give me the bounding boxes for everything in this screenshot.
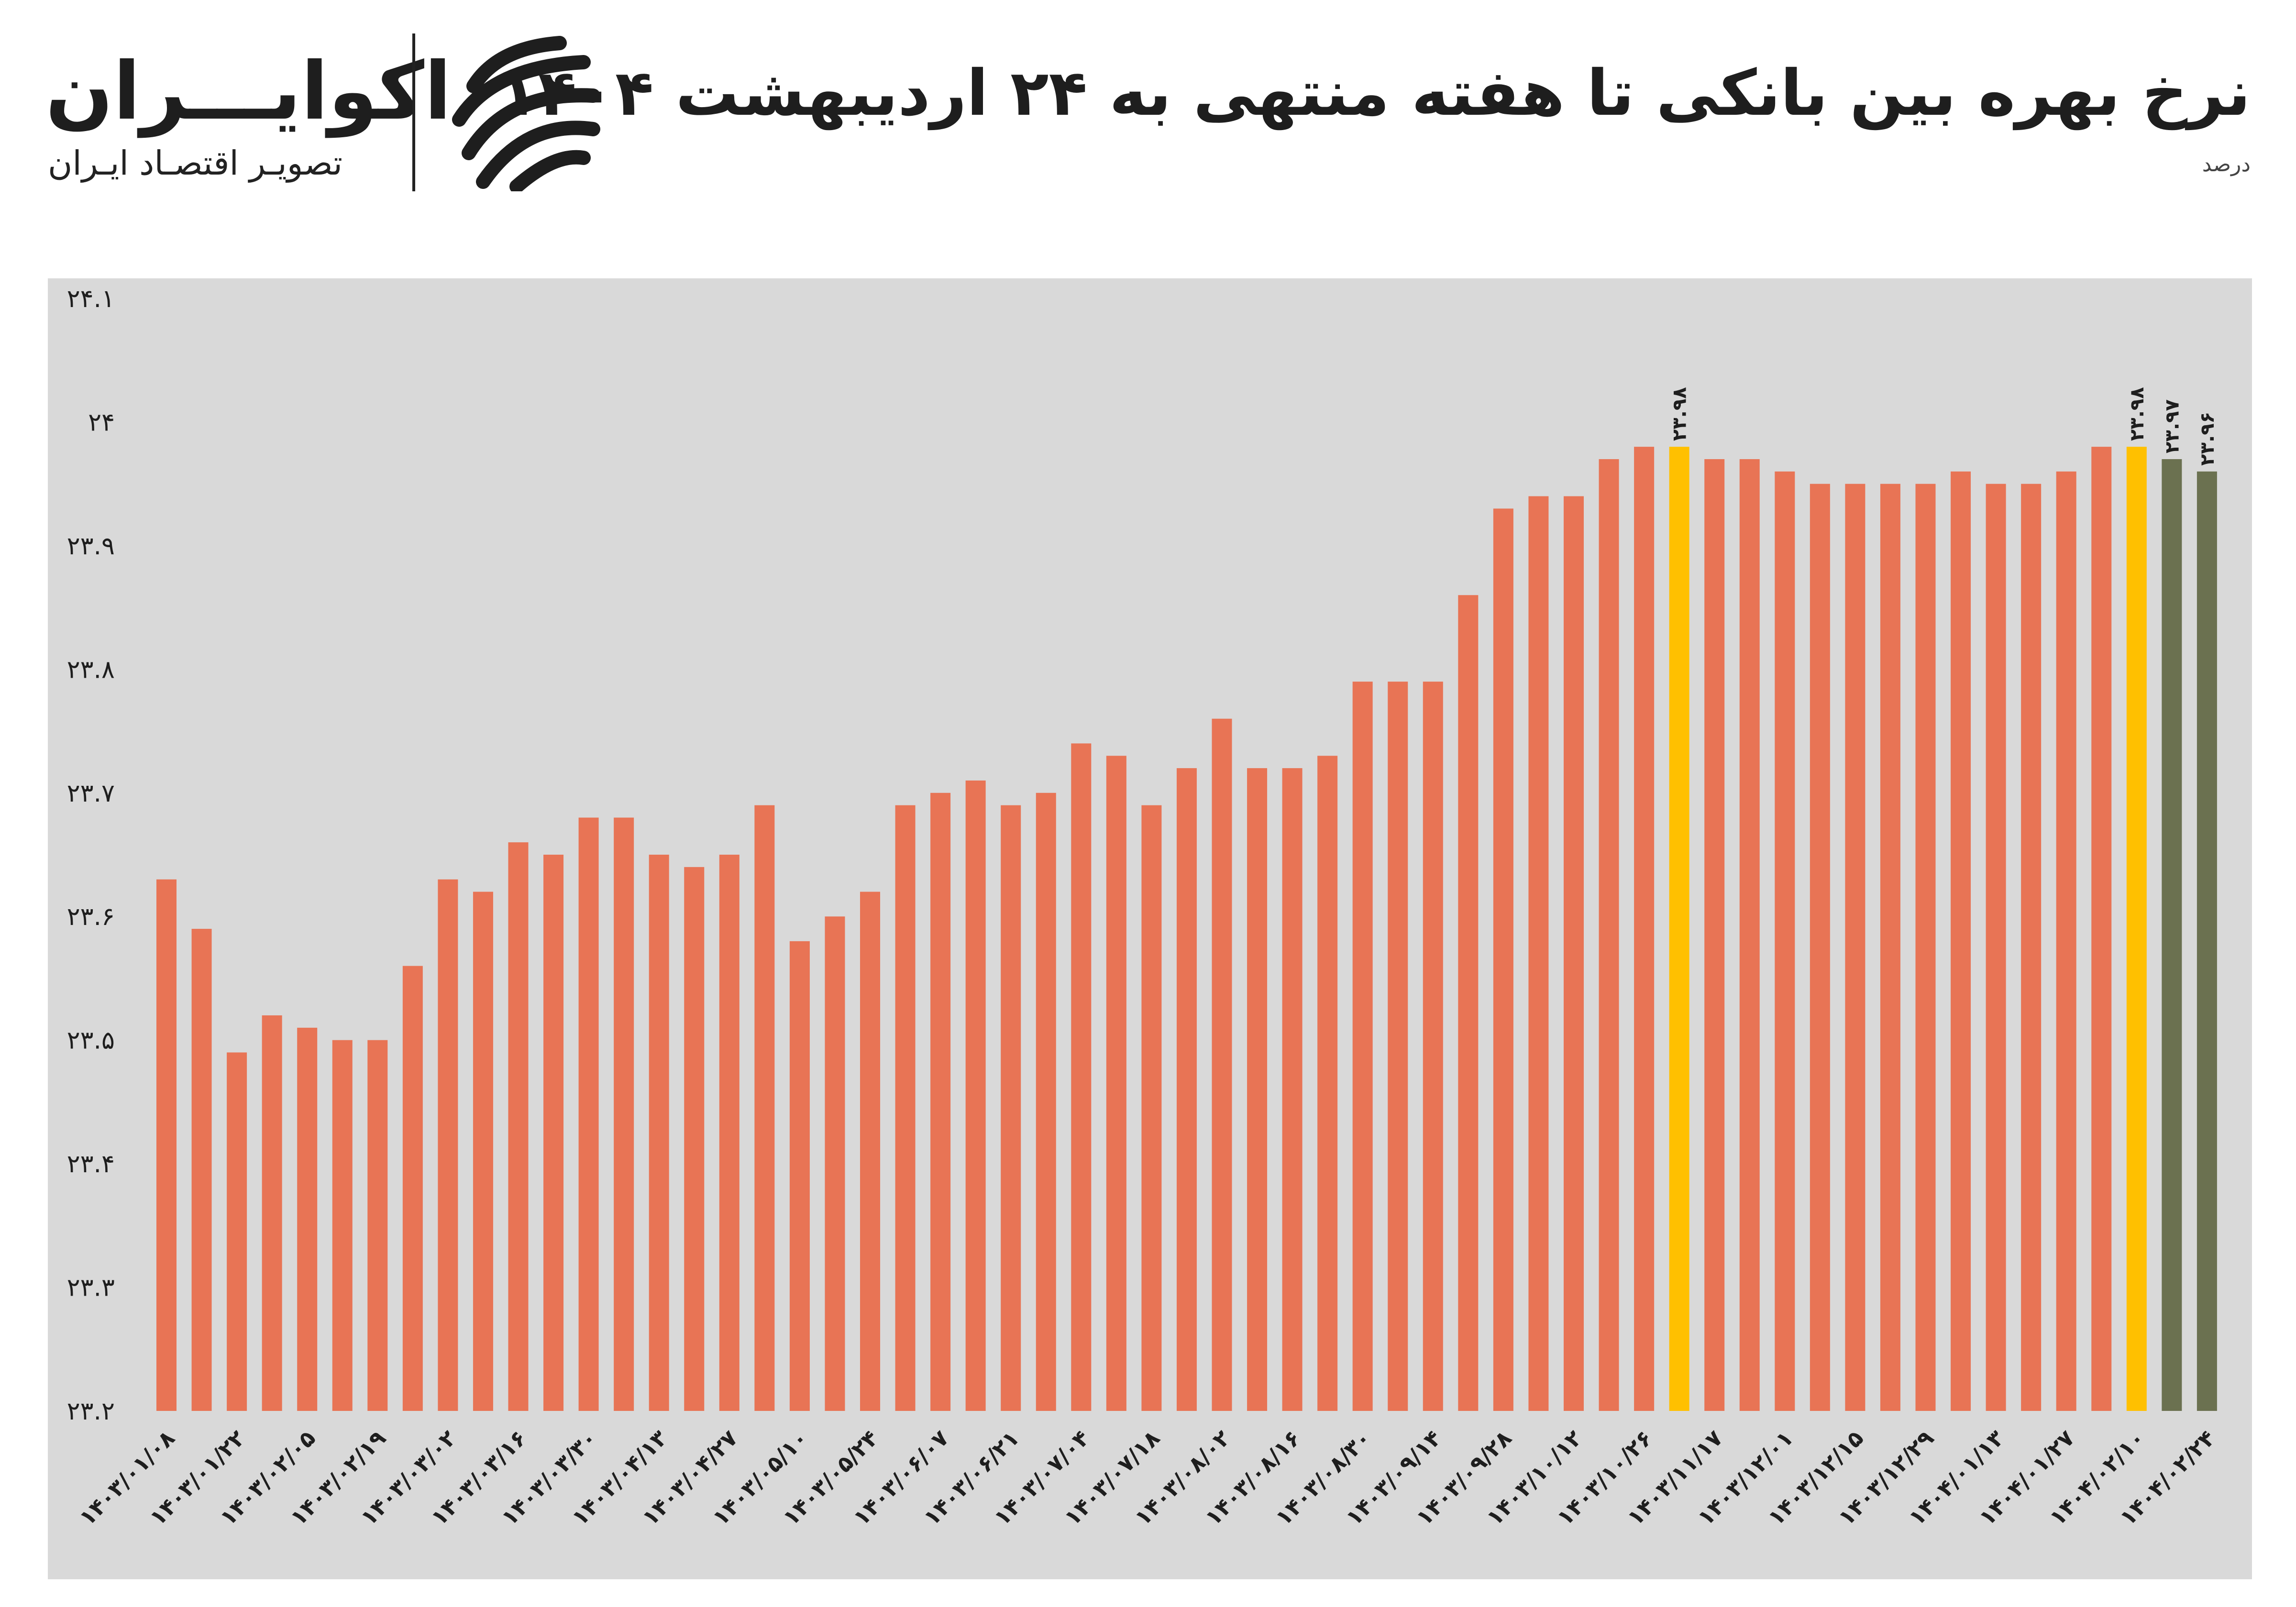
bar (227, 1052, 247, 1411)
bar (2126, 447, 2147, 1411)
bar (2091, 447, 2112, 1411)
bar (789, 941, 810, 1411)
y-tick-label: ۲۳.۳ (67, 1274, 115, 1302)
bar (1528, 496, 1549, 1411)
bar (1141, 805, 1162, 1411)
bar (1317, 756, 1338, 1411)
bar (1810, 484, 1830, 1411)
bar (2021, 484, 2042, 1411)
bar (297, 1027, 318, 1411)
bar (191, 929, 212, 1411)
bar (1106, 756, 1126, 1411)
bar (860, 892, 880, 1411)
bar (367, 1040, 388, 1411)
bar (1282, 768, 1303, 1411)
bar (1951, 471, 1971, 1411)
data-label: ۲۳.۹۶ (2197, 412, 2219, 466)
bar (1071, 743, 1092, 1411)
brand-name: اکوایـــران (45, 45, 452, 138)
bar (1915, 484, 1936, 1411)
y-tick-label: ۲۴ (88, 408, 115, 437)
bar (402, 966, 423, 1411)
y-tick-label: ۲۳.۵ (67, 1026, 115, 1055)
bar (2197, 471, 2217, 1411)
bar (1423, 682, 1443, 1411)
bar (2162, 459, 2182, 1411)
bar (1352, 682, 1373, 1411)
logo-divider (412, 33, 415, 191)
bar (1634, 447, 1655, 1411)
bar (438, 879, 458, 1411)
bar (1036, 792, 1056, 1411)
bar (895, 805, 916, 1411)
bar (262, 1015, 282, 1411)
bar (332, 1040, 353, 1411)
bar (1704, 459, 1725, 1411)
bar (1564, 496, 1584, 1411)
ecoiran-stripes-icon (452, 36, 600, 191)
bar (649, 855, 669, 1411)
bar (1880, 484, 1900, 1411)
bar (1176, 768, 1197, 1411)
bar (754, 805, 775, 1411)
y-tick-label: ۲۳.۶ (67, 903, 115, 931)
bar (1775, 471, 1795, 1411)
y-tick-label: ۲۳.۸ (67, 655, 115, 684)
bar (1458, 595, 1479, 1411)
bar (825, 916, 845, 1411)
bar (965, 780, 986, 1411)
bar (684, 867, 705, 1411)
data-label: ۲۳.۹۸ (2126, 387, 2148, 441)
bar (719, 855, 740, 1411)
bar (1001, 805, 1021, 1411)
bar (1986, 484, 2006, 1411)
bar (1669, 447, 1689, 1411)
bar (1739, 459, 1760, 1411)
bar (930, 792, 951, 1411)
y-tick-label: ۲۳.۴ (67, 1150, 115, 1178)
bar (473, 892, 493, 1411)
chart-title: نرخ بهره بین بانکی تا هفته منتهی به ۲۴ ا… (499, 56, 2251, 130)
data-label: ۲۳.۹۸ (1669, 387, 1691, 441)
bar (2056, 471, 2076, 1411)
bar (1247, 768, 1268, 1411)
bar (1212, 718, 1232, 1411)
data-label: ۲۳.۹۷ (2161, 399, 2183, 453)
unit-label: درصد (2202, 152, 2251, 176)
bar (156, 879, 177, 1411)
bar (1493, 508, 1513, 1411)
y-tick-label: ۲۳.۲ (67, 1397, 115, 1426)
y-tick-label: ۲۳.۷ (67, 779, 115, 808)
bar (578, 817, 599, 1411)
bar (508, 842, 529, 1411)
bar (1845, 484, 1866, 1411)
y-tick-label: ۲۳.۹ (67, 532, 115, 561)
bar (614, 817, 634, 1411)
bar (1388, 682, 1408, 1411)
brand-tagline: تصویـر اقتصـاد ایـران (48, 143, 343, 183)
bar (1599, 459, 1619, 1411)
bar (543, 855, 564, 1411)
y-tick-label: ۲۴.۱ (67, 285, 115, 313)
